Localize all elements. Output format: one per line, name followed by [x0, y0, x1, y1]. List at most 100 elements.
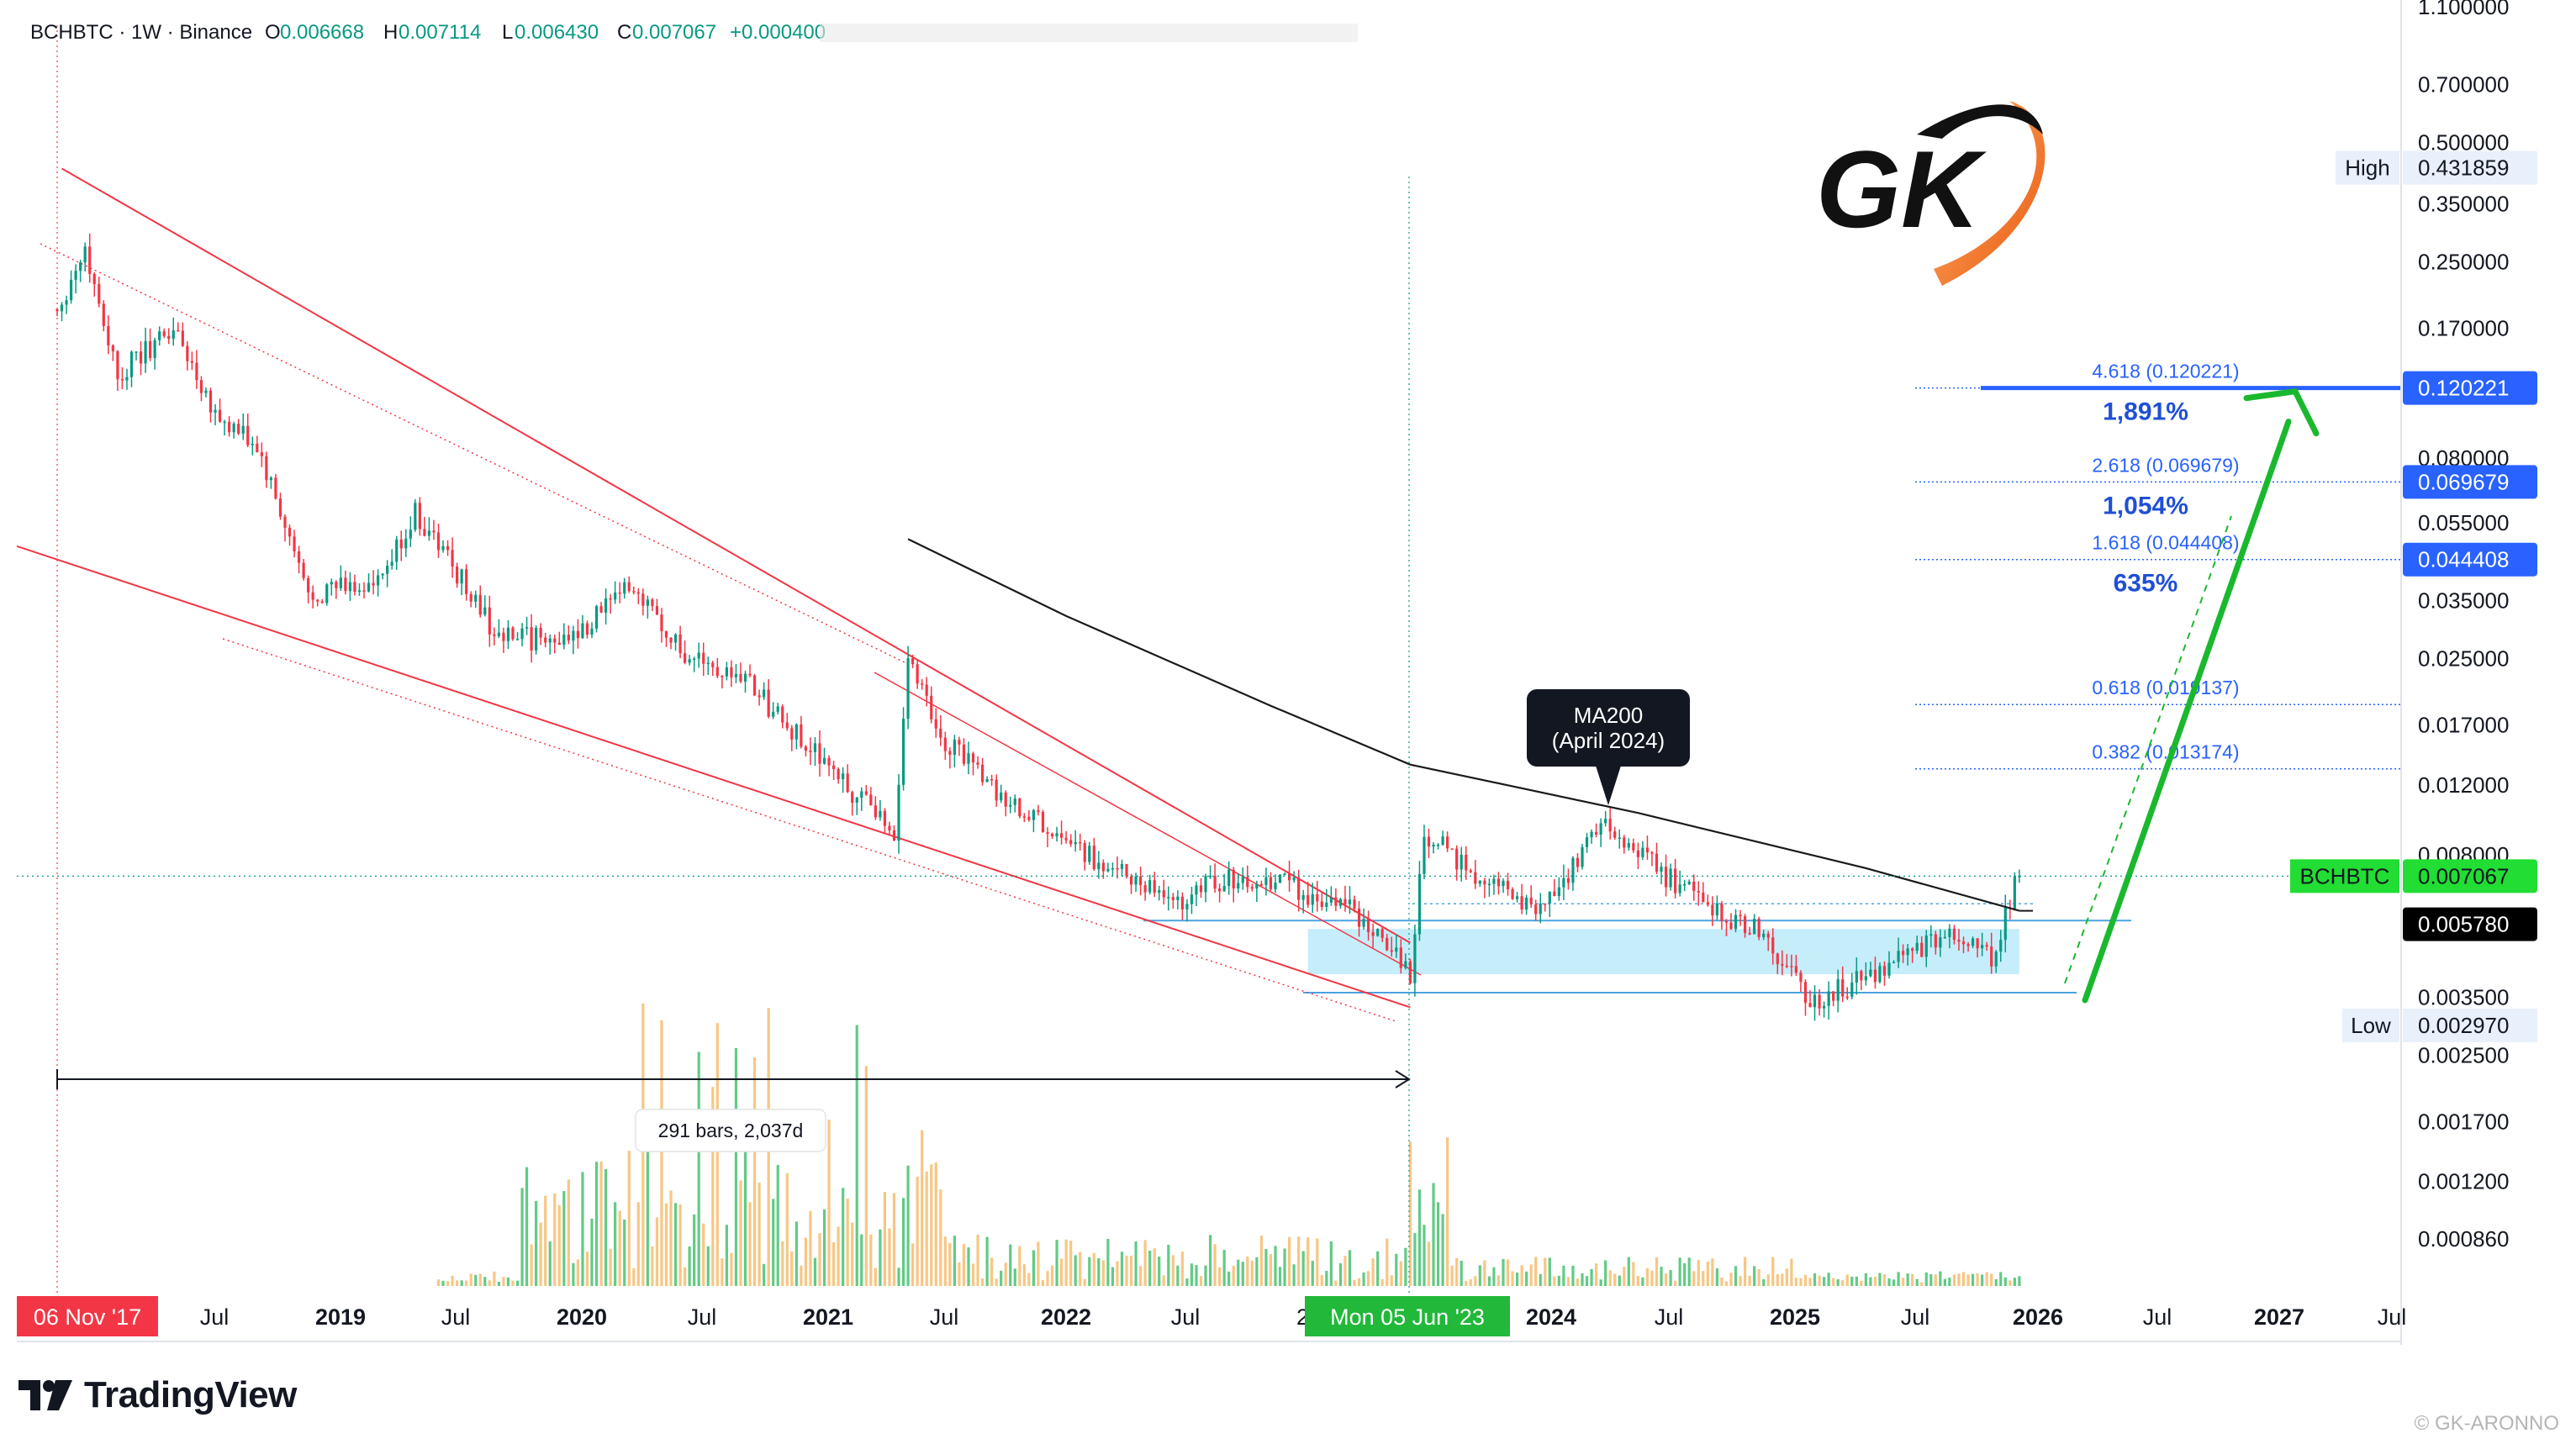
volume-bar	[1529, 1264, 1533, 1286]
volume-bar	[1064, 1239, 1068, 1286]
volume-bar	[2009, 1280, 2012, 1286]
candle-body	[1413, 934, 1417, 983]
volume-bar	[1645, 1267, 1650, 1286]
candle-body	[1961, 941, 1966, 945]
volume-bar	[971, 1263, 975, 1286]
candle-body	[1083, 843, 1086, 862]
time-tick-label: 2020	[557, 1304, 607, 1330]
volume-bar	[939, 1189, 942, 1286]
candle-body	[1636, 850, 1639, 857]
candle-body	[1441, 836, 1444, 845]
candle-body	[1566, 877, 1570, 883]
candle-body	[623, 582, 626, 594]
candle-body	[1715, 903, 1718, 916]
candle-body	[1850, 982, 1854, 997]
candle-body	[776, 706, 779, 712]
candle-body	[1013, 798, 1016, 805]
volume-bar	[1887, 1278, 1891, 1286]
volume-bar	[1311, 1260, 1314, 1286]
volume-bar	[1139, 1266, 1143, 1286]
tradingview-footer[interactable]: TradingView	[18, 1370, 297, 1420]
candle-body	[1390, 950, 1393, 952]
symbol-legend[interactable]: BCHBTC · 1W · Binance O 0.006668 H 0.007…	[30, 21, 1358, 44]
volume-bar	[1818, 1275, 1821, 1286]
candle-body	[116, 350, 119, 380]
volume-bar	[1204, 1265, 1207, 1286]
candle-body	[139, 351, 143, 364]
volume-bar	[525, 1167, 529, 1286]
candle-body	[241, 425, 245, 434]
volume-bar	[916, 1176, 919, 1286]
candle-body	[65, 300, 68, 305]
candle-body	[800, 724, 803, 747]
candle-body	[831, 765, 836, 770]
volume-bar	[1246, 1256, 1249, 1286]
volume-bar	[1678, 1257, 1681, 1286]
volume-bar	[1371, 1258, 1375, 1286]
volume-bar	[1446, 1137, 1449, 1286]
volume-bar	[1781, 1273, 1784, 1286]
candle-body	[1287, 873, 1291, 881]
candle-body	[107, 326, 110, 345]
candle-body	[1465, 854, 1468, 871]
volume-bar	[1952, 1274, 1956, 1286]
volume-bar	[1520, 1265, 1523, 1286]
volume-bar	[664, 1203, 668, 1286]
volume-bar	[567, 1179, 570, 1286]
fib-axis-tag	[2403, 371, 2537, 405]
volume-bar	[673, 1203, 678, 1286]
volume-bar	[1715, 1268, 1718, 1286]
volume-bar	[460, 1280, 463, 1286]
volume-bar	[1585, 1276, 1589, 1286]
candle-body	[488, 607, 491, 635]
candle-body	[995, 779, 998, 801]
volume-bar	[1660, 1267, 1663, 1286]
volume-bar	[1348, 1250, 1352, 1286]
volume-bar	[465, 1280, 468, 1286]
time-tick-label: 2021	[803, 1304, 853, 1330]
volume-bar	[1232, 1265, 1235, 1286]
candle-body	[697, 652, 700, 659]
candle-body	[1934, 934, 1937, 948]
candle-body	[1143, 885, 1147, 893]
candle-body	[1190, 894, 1194, 904]
volume-bar	[1724, 1281, 1729, 1286]
last-price-tag-bg	[2403, 859, 2537, 893]
candle-body	[1371, 932, 1375, 936]
candle-body	[748, 673, 752, 676]
candle-body	[1334, 897, 1338, 906]
candle-body	[1924, 935, 1928, 957]
low-value: 0.006430	[515, 21, 599, 44]
candle-body	[1860, 971, 1863, 981]
candle-body	[530, 627, 533, 651]
candle-body	[344, 577, 347, 592]
candle-body	[1571, 857, 1575, 883]
candle-body	[576, 630, 580, 639]
volume-bar	[1120, 1252, 1124, 1286]
volume-bar	[693, 1214, 696, 1286]
candle-body	[897, 784, 900, 841]
candle-body	[1074, 841, 1077, 845]
price-tick-label: 0.000860	[2418, 1226, 2509, 1252]
volume-bar	[1162, 1275, 1165, 1286]
support-zone-box	[1307, 929, 2019, 975]
candle-body	[962, 744, 966, 764]
candle-body	[162, 331, 166, 336]
candle-body	[316, 599, 319, 602]
candle-body	[1167, 897, 1170, 899]
volume-bar	[1055, 1240, 1058, 1286]
volume-bar	[1395, 1253, 1398, 1286]
volume-bar	[831, 1241, 836, 1286]
volume-bar	[1706, 1262, 1709, 1286]
low-tag-label: Low	[2351, 1013, 2391, 1038]
volume-bar	[1920, 1282, 1924, 1286]
volume-bar	[921, 1130, 924, 1286]
volume-bar	[1097, 1257, 1101, 1286]
candle-body	[204, 390, 208, 393]
price-axis[interactable]	[2401, 0, 2576, 1345]
ma200-tag: 0.005780	[2418, 912, 2509, 937]
candle-body	[1911, 948, 1914, 951]
volume-bar	[618, 1210, 621, 1286]
time-tick-label: 2027	[2254, 1304, 2304, 1330]
